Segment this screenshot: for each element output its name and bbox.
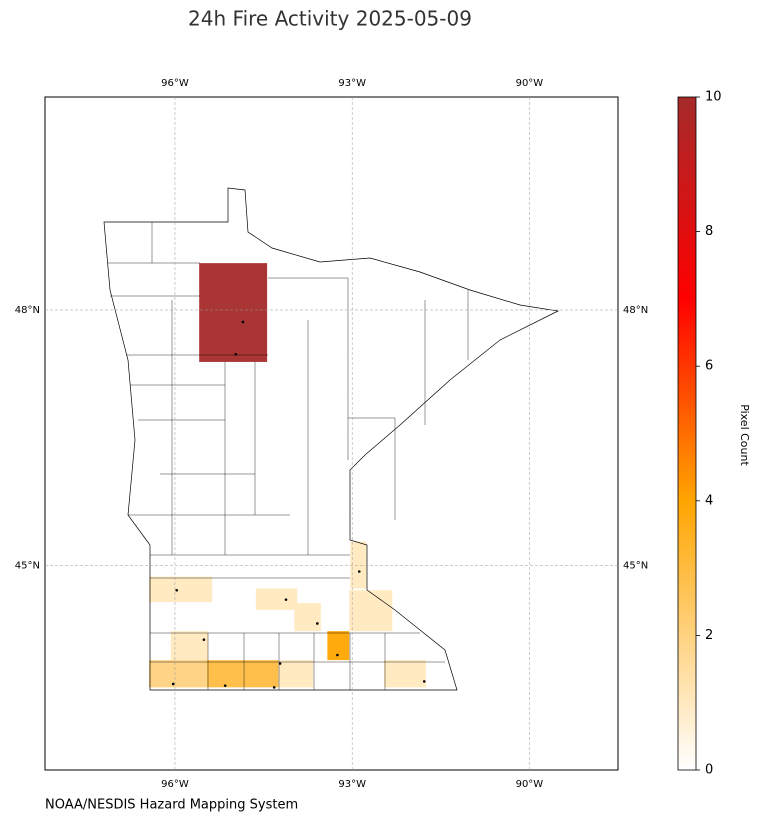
fire-detection: [357, 570, 361, 573]
lon-label: 93°W: [338, 779, 366, 790]
colorbar-tick-label: 0: [705, 763, 713, 778]
lon-label: 96°W: [161, 779, 189, 790]
fire-county: [255, 588, 298, 610]
lat-label: 48°N: [623, 305, 648, 316]
fire-county: [199, 263, 268, 362]
lon-label: 93°W: [338, 78, 366, 89]
lat-label: 45°N: [15, 561, 40, 572]
map-area: [148, 263, 427, 688]
fire-county: [242, 660, 279, 688]
fire-detection: [234, 352, 238, 356]
fire-detection: [272, 686, 276, 689]
lon-label: 96°W: [161, 78, 189, 89]
fire-county: [206, 660, 243, 688]
fire-county: [148, 660, 207, 688]
county-lines: [108, 222, 469, 690]
colorbar-label: Pixel Count: [738, 404, 751, 466]
fire-detection: [336, 653, 339, 657]
fire-detection: [422, 680, 426, 683]
fire-county: [384, 660, 427, 688]
lon-label: 90°W: [516, 779, 544, 790]
title: 24h Fire Activity 2025-05-09: [188, 7, 472, 31]
fire-county: [148, 576, 213, 603]
fire-county: [278, 660, 314, 688]
fire-county: [294, 603, 321, 632]
map-frame: [44, 96, 619, 771]
colorbar-tick-label: 2: [705, 628, 713, 643]
colorbar-tick-label: 10: [705, 90, 722, 105]
fire-detection: [284, 598, 288, 601]
fire-county: [170, 631, 209, 661]
colorbar-tick-label: 6: [705, 359, 713, 374]
fire-detection: [278, 662, 282, 665]
fire-detection: [241, 320, 245, 324]
colorbar-tick-label: 8: [705, 224, 713, 239]
lat-label: 45°N: [623, 561, 648, 572]
colorbar-tick-label: 4: [705, 493, 713, 508]
fire-detection: [171, 682, 175, 686]
fire-detection: [316, 622, 319, 625]
fire-county: [350, 541, 367, 589]
fire-detection: [202, 638, 206, 641]
state-outline: [103, 187, 560, 691]
fire-county: [327, 631, 350, 661]
colorbar: [677, 96, 697, 771]
fire-detection: [223, 684, 227, 687]
lon-label: 90°W: [516, 78, 544, 89]
lat-label: 48°N: [15, 305, 40, 316]
fire-detection: [175, 588, 179, 592]
source: NOAA/NESDIS Hazard Mapping System: [45, 798, 298, 813]
fire-county: [349, 590, 393, 632]
